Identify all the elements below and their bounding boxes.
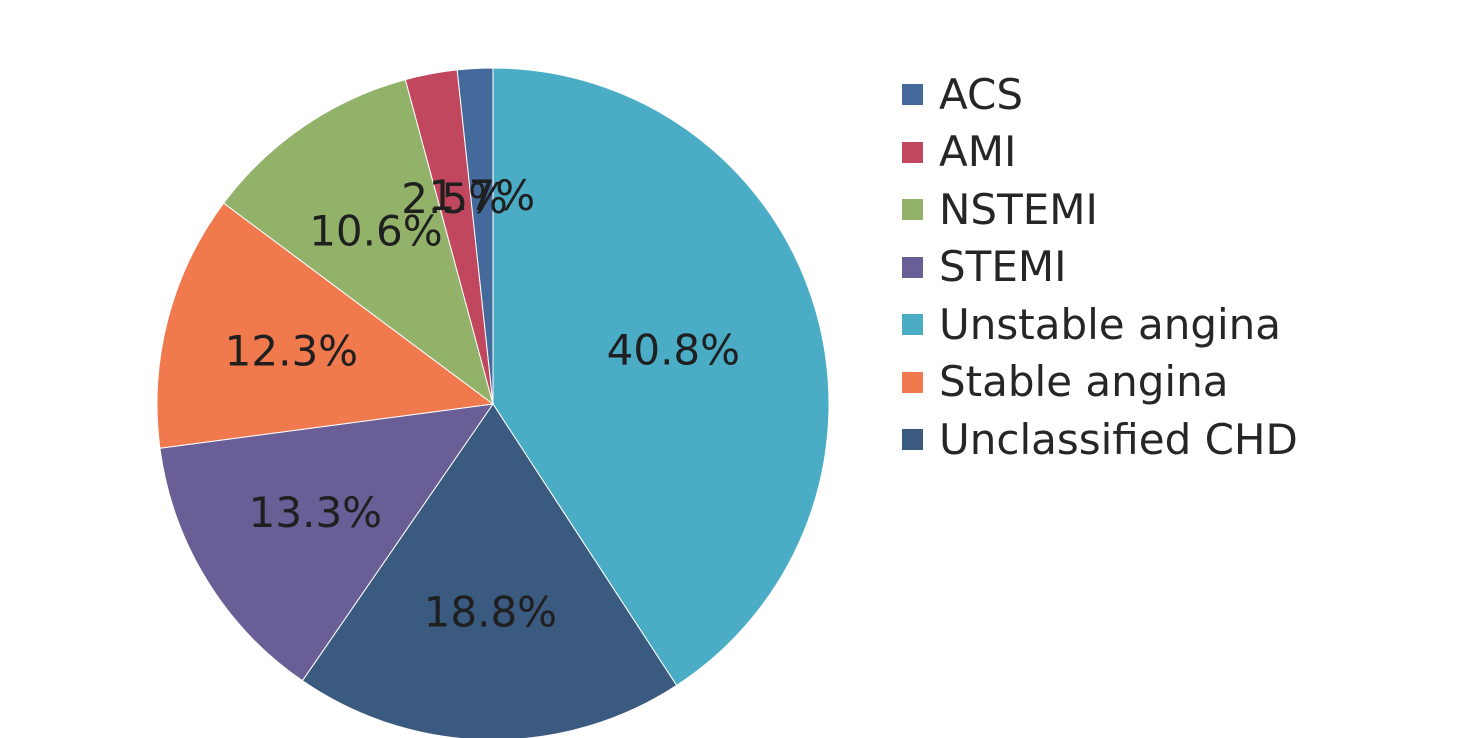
slice-label-stable-angina: 12.3% xyxy=(225,327,358,376)
slice-unclassified-chd xyxy=(301,403,678,738)
slice-stemi xyxy=(159,403,495,682)
legend-swatch xyxy=(902,371,923,393)
legend-swatch xyxy=(902,429,923,451)
slice-label-unclassified-chd: 18.8% xyxy=(424,587,557,636)
chart-legend: ACS AMI NSTEMI STEMI Unstable angina Stable a… xyxy=(902,66,1298,469)
slice-nstemi xyxy=(222,79,494,406)
legend-label: STEMI xyxy=(939,242,1067,292)
legend-item-stemi: STEMI xyxy=(902,239,1298,297)
pie-slices xyxy=(156,67,830,738)
slice-label-ami: 2.5% xyxy=(401,174,508,223)
legend-item-nstemi: NSTEMI xyxy=(902,181,1298,239)
legend-swatch xyxy=(902,256,923,278)
legend-label: ACS xyxy=(939,69,1023,119)
legend-label: AMI xyxy=(939,127,1017,177)
slice-unstable-angina xyxy=(492,67,830,687)
slice-label-nstemi: 10.6% xyxy=(309,207,442,256)
legend-item-stable-angina: Stable angina xyxy=(902,354,1298,412)
slice-stable-angina xyxy=(156,202,495,449)
slice-label-acs: 1.7% xyxy=(429,171,536,220)
legend-label: Stable angina xyxy=(939,357,1229,407)
legend-item-acs: ACS xyxy=(902,66,1298,124)
legend-item-unclassified-chd: Unclassified CHD xyxy=(902,411,1298,469)
slice-label-stemi: 13.3% xyxy=(249,488,382,537)
slice-label-unstable-angina: 40.8% xyxy=(607,325,740,374)
legend-swatch xyxy=(902,84,923,106)
legend-label: NSTEMI xyxy=(939,184,1098,234)
slice-acs xyxy=(456,67,494,405)
slice-labels: 40.8% 18.8% 13.3% 12.3% 10.6%2.5%1.7% xyxy=(225,171,740,636)
legend-label: Unclassified CHD xyxy=(939,414,1298,464)
legend-swatch xyxy=(902,199,923,221)
legend-label: Unstable angina xyxy=(939,299,1282,349)
legend-item-unstable-angina: Unstable angina xyxy=(902,296,1298,354)
legend-item-ami: AMI xyxy=(902,124,1298,182)
legend-swatch xyxy=(902,141,923,163)
legend-swatch xyxy=(902,314,923,336)
